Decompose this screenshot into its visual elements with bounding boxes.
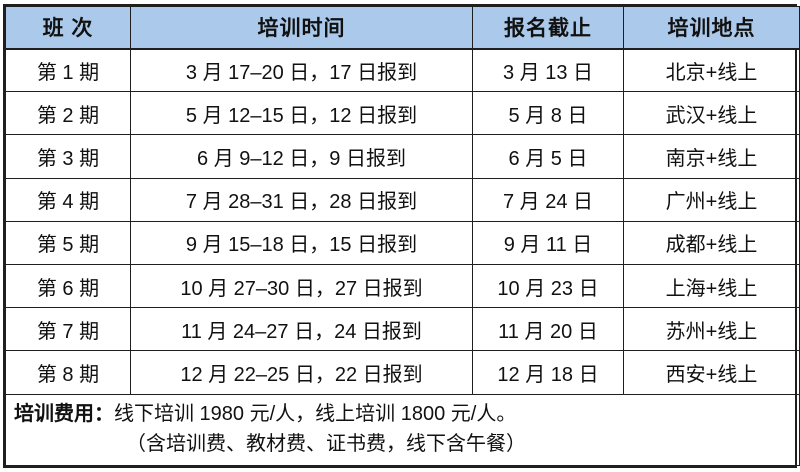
session-cell: 第 2 期 — [5, 91, 131, 136]
table-row: 第 2 期 5 月 12–15 日，12 日报到 5 月 8 日 武汉+线上 — [5, 91, 800, 136]
time-cell: 11 月 24–27 日，24 日报到 — [130, 307, 473, 352]
deadline-cell: 7 月 24 日 — [472, 177, 624, 222]
table-row: 第 5 期 9 月 15–18 日，15 日报到 9 月 11 日 成都+线上 — [5, 220, 800, 266]
deadline-cell: 5 月 8 日 — [472, 91, 624, 136]
location-cell: 苏州+线上 — [623, 307, 800, 352]
time-cell: 12 月 22–25 日，22 日报到 — [130, 350, 473, 395]
header-time: 培训时间 — [130, 6, 473, 50]
fee-label: 培训费用： — [14, 402, 114, 425]
training-schedule-table: 班 次 培训时间 报名截止 培训地点 第 1 期 3 月 17–20 日，17 … — [5, 6, 800, 467]
session-cell: 第 5 期 — [5, 220, 131, 266]
time-cell: 3 月 17–20 日，17 日报到 — [130, 47, 473, 93]
location-cell: 西安+线上 — [623, 350, 800, 395]
table-row: 第 8 期 12 月 22–25 日，22 日报到 12 月 18 日 西安+线… — [5, 350, 800, 395]
table-row: 第 1 期 3 月 17–20 日，17 日报到 3 月 13 日 北京+线上 — [5, 47, 800, 93]
location-cell: 北京+线上 — [623, 47, 800, 93]
time-cell: 7 月 28–31 日，28 日报到 — [130, 177, 473, 222]
header-location: 培训地点 — [623, 6, 800, 50]
deadline-cell: 11 月 20 日 — [472, 307, 624, 352]
deadline-cell: 9 月 11 日 — [472, 220, 624, 266]
location-cell: 广州+线上 — [623, 177, 800, 222]
fee-note: （含培训费、教材费、证书费，线下含午餐） — [126, 432, 526, 455]
session-cell: 第 6 期 — [5, 264, 131, 309]
table-row: 第 6 期 10 月 27–30 日，27 日报到 10 月 23 日 上海+线… — [5, 264, 800, 309]
location-cell: 南京+线上 — [623, 134, 800, 179]
table-row: 第 4 期 7 月 28–31 日，28 日报到 7 月 24 日 广州+线上 — [5, 177, 800, 222]
header-session: 班 次 — [5, 6, 131, 50]
table-row: 第 7 期 11 月 24–27 日，24 日报到 11 月 20 日 苏州+线… — [5, 307, 800, 352]
deadline-cell: 10 月 23 日 — [472, 264, 624, 309]
fee-text: 线下培训 1980 元/人，线上培训 1800 元/人。 — [114, 402, 517, 425]
header-row: 班 次 培训时间 报名截止 培训地点 — [5, 6, 800, 50]
time-cell: 5 月 12–15 日，12 日报到 — [130, 91, 473, 136]
header-deadline: 报名截止 — [472, 6, 624, 50]
session-cell: 第 7 期 — [5, 307, 131, 352]
deadline-cell: 12 月 18 日 — [472, 350, 624, 395]
deadline-cell: 3 月 13 日 — [472, 47, 624, 93]
table-row: 第 3 期 6 月 9–12 日，9 日报到 6 月 5 日 南京+线上 — [5, 134, 800, 179]
fee-line1: 培训费用：线下培训 1980 元/人，线上培训 1800 元/人。 — [14, 399, 791, 429]
fee-cell: 培训费用：线下培训 1980 元/人，线上培训 1800 元/人。 （含培训费、… — [5, 393, 800, 467]
deadline-cell: 6 月 5 日 — [472, 134, 624, 179]
fee-row: 培训费用：线下培训 1980 元/人，线上培训 1800 元/人。 （含培训费、… — [5, 393, 800, 467]
training-schedule-table-wrap: 班 次 培训时间 报名截止 培训地点 第 1 期 3 月 17–20 日，17 … — [3, 4, 800, 468]
session-cell: 第 1 期 — [5, 47, 131, 93]
time-cell: 6 月 9–12 日，9 日报到 — [130, 134, 473, 179]
location-cell: 武汉+线上 — [623, 91, 800, 136]
session-cell: 第 8 期 — [5, 350, 131, 395]
time-cell: 10 月 27–30 日，27 日报到 — [130, 264, 473, 309]
time-cell: 9 月 15–18 日，15 日报到 — [130, 220, 473, 266]
session-cell: 第 4 期 — [5, 177, 131, 222]
location-cell: 成都+线上 — [623, 220, 800, 266]
session-cell: 第 3 期 — [5, 134, 131, 179]
location-cell: 上海+线上 — [623, 264, 800, 309]
